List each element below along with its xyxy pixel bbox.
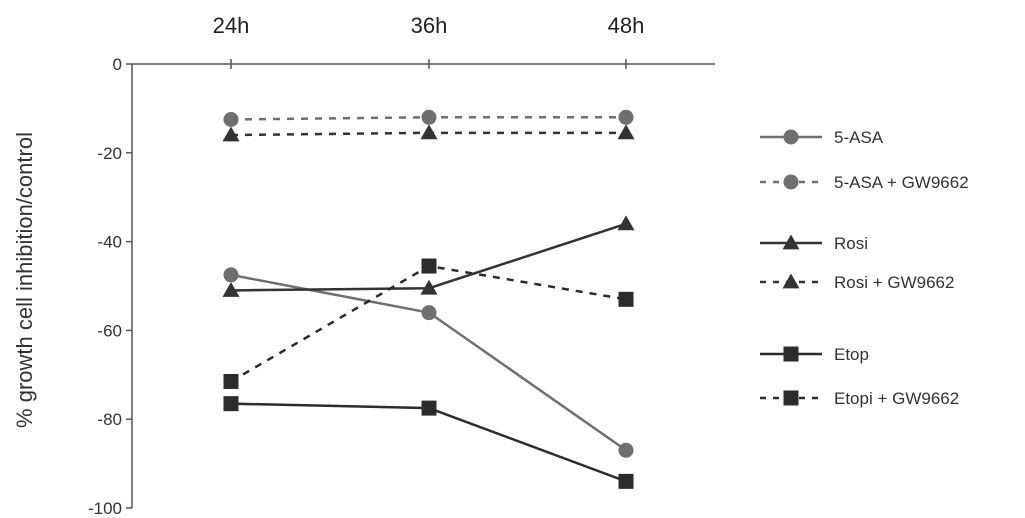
x-tick-label: 48h [608, 13, 645, 38]
data-point-rosi-36h [420, 279, 438, 295]
y-axis-title: % growth cell inhibition/control [12, 132, 37, 428]
y-tick-label: -100 [88, 499, 122, 518]
axes: 0 -20 -40 -60 -80 -100 24h 36h 48h [88, 13, 715, 518]
legend-label: Rosi + GW9662 [834, 273, 954, 292]
y-tick-label: -60 [97, 321, 122, 340]
y-tick-label: 0 [113, 55, 122, 74]
legend-marker-square [783, 390, 799, 406]
x-tick-label: 36h [411, 13, 448, 38]
y-tick-label: -40 [97, 233, 122, 252]
data-point-etopi-gw9662-36h [421, 258, 437, 274]
legend-label: 5-ASA + GW9662 [834, 173, 969, 192]
legend-marker-triangle [782, 273, 800, 289]
series-etopi-gw9662 [223, 258, 634, 389]
legend: 5-ASA 5-ASA + GW9662 Rosi Rosi + GW9662 Etop… [760, 128, 969, 408]
legend-label: Etop [834, 345, 869, 364]
legend-label: 5-ASA [834, 128, 884, 147]
data-point-rosi-24h [222, 281, 240, 297]
data-point-rosi-gw9662-24h [222, 126, 240, 142]
series-rosi-gw9662 [222, 124, 635, 142]
x-tick-label: 24h [213, 13, 250, 38]
legend-item-rosi: Rosi [760, 234, 868, 253]
legend-marker-triangle [782, 234, 800, 250]
legend-marker-circle [783, 174, 799, 190]
data-point-rosi-gw9662-36h [420, 124, 438, 140]
y-tick-label: -80 [97, 410, 122, 429]
series-5-asa-gw9662 [223, 109, 634, 127]
legend-item-5-asa-gw9662: 5-ASA + GW9662 [760, 173, 969, 192]
legend-marker-circle [783, 129, 799, 145]
data-point-etop-48h [618, 473, 634, 489]
data-point-etopi-gw9662-48h [618, 291, 634, 307]
legend-item-rosi-gw9662: Rosi + GW9662 [760, 273, 954, 292]
series-rosi [222, 215, 635, 297]
series-line-rosi [230, 222, 627, 292]
data-point-rosi-48h [617, 215, 635, 231]
legend-marker-square [783, 346, 799, 362]
data-point-5-asa-gw9662-24h [223, 112, 239, 127]
y-tick-label: -20 [97, 144, 122, 163]
legend-item-etopi-gw9662: Etopi + GW9662 [760, 389, 959, 408]
data-point-5-asa-gw9662-48h [618, 109, 634, 125]
data-point-5-asa-36h [421, 305, 437, 321]
legend-label: Rosi [834, 234, 868, 253]
data-point-etop-24h [223, 396, 239, 412]
legend-item-etop: Etop [760, 345, 869, 364]
legend-item-5-asa: 5-ASA [760, 128, 884, 147]
series-line-5-asa [230, 273, 627, 452]
series-etop [223, 396, 634, 489]
data-point-etop-36h [421, 400, 437, 416]
data-point-5-asa-24h [223, 267, 239, 283]
series-layer [222, 109, 635, 489]
legend-label: Etopi + GW9662 [834, 389, 959, 408]
data-point-5-asa-gw9662-36h [421, 109, 437, 125]
data-point-etopi-gw9662-24h [223, 373, 239, 389]
data-point-rosi-gw9662-48h [617, 124, 635, 140]
series-5-asa [223, 267, 634, 458]
data-point-5-asa-48h [618, 442, 634, 458]
